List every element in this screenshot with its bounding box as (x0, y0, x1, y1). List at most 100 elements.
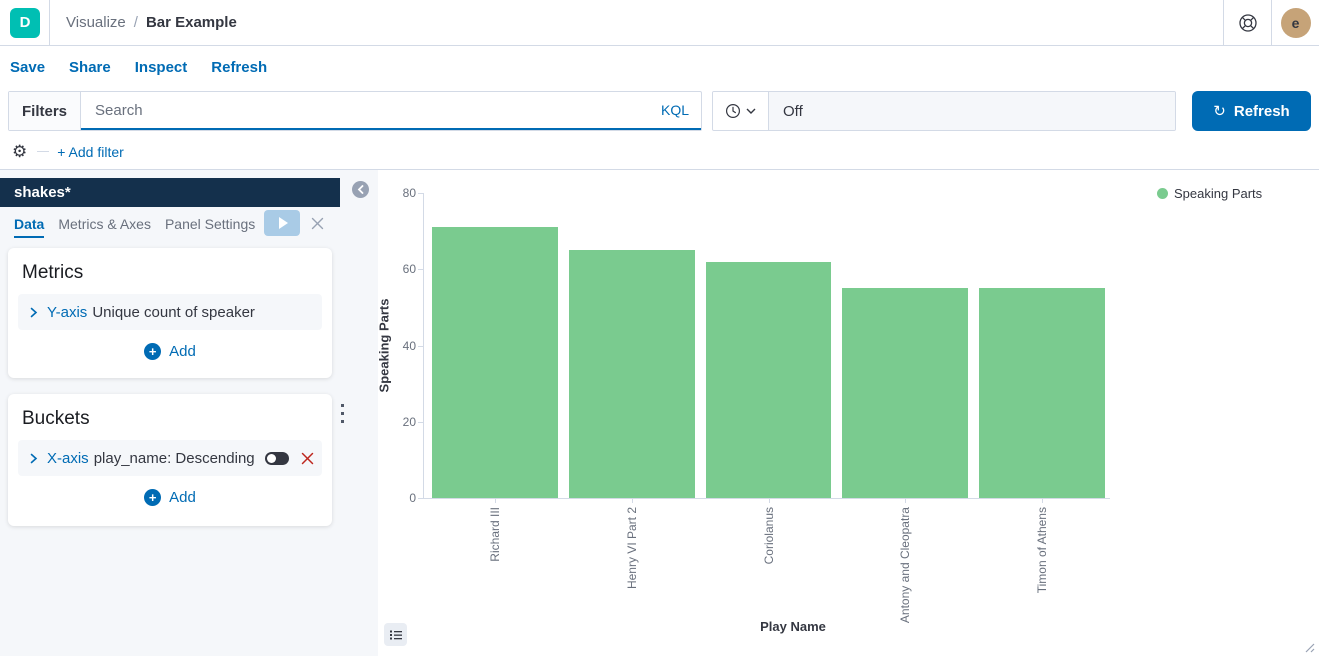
bar-slot (973, 193, 1110, 498)
index-pattern-header: shakes* (0, 178, 340, 207)
apply-changes-button[interactable] (264, 210, 300, 236)
tab-metrics-axes[interactable]: Metrics & Axes (58, 215, 151, 232)
play-icon (278, 217, 288, 229)
add-bucket-button[interactable]: + Add (8, 489, 332, 506)
add-metric-label: Add (169, 343, 196, 360)
bar-chart: Speaking Parts Speaking Parts 0 20 40 60 80 … (377, 170, 1319, 656)
x-tick-label: Henry VI Part 2 (624, 507, 639, 590)
x-tick-mark (768, 498, 770, 503)
bar-slot (837, 193, 974, 498)
legend-color-dot (1157, 188, 1168, 199)
x-tick-mark (1041, 498, 1043, 503)
filter-divider (37, 151, 50, 152)
breadcrumb-section[interactable]: Visualize (66, 14, 126, 31)
time-picker-quick-menu-button[interactable] (713, 92, 769, 130)
buckets-title: Buckets (22, 408, 90, 429)
x-tick-mark (631, 498, 633, 503)
resize-corner-icon[interactable] (1302, 640, 1316, 654)
y-tick-label: 20 (402, 414, 416, 429)
bar-Coriolanus[interactable] (705, 261, 832, 498)
filter-bar: ⚙ + Add filter (0, 134, 1319, 170)
add-bucket-label: Add (169, 489, 196, 506)
refresh-icon: ↻ (1213, 102, 1226, 120)
clock-icon (725, 103, 741, 119)
gear-icon[interactable]: ⚙ (12, 141, 28, 162)
breadcrumb: Visualize / Bar Example (66, 14, 237, 31)
bar-slot (700, 193, 837, 498)
x-axis-title: Play Name (760, 619, 826, 634)
metric-axis-label: Y-axis (47, 303, 88, 321)
metric-row-y-axis[interactable]: Y-axis Unique count of speaker (18, 294, 322, 330)
enable-toggle[interactable] (265, 451, 289, 465)
search-input-wrap: KQL (81, 92, 701, 130)
editor-tabs: Data Metrics & Axes Panel Settings (0, 207, 340, 239)
bar-Richard III[interactable] (432, 227, 559, 498)
kql-switch[interactable]: KQL (660, 102, 689, 118)
breadcrumb-separator: / (133, 14, 138, 31)
plus-icon: + (144, 343, 162, 360)
bucket-description: play_name: Descending (93, 449, 255, 467)
bar-Timon of Athens[interactable] (978, 288, 1105, 498)
header-right: e (1223, 0, 1319, 46)
chevron-left-icon (357, 185, 363, 194)
search-group: Filters KQL (8, 91, 702, 131)
save-button[interactable]: Save (10, 58, 46, 76)
user-menu[interactable]: e (1271, 0, 1319, 46)
bar-slot (427, 193, 564, 498)
filters-toggle-button[interactable]: Filters (9, 92, 82, 130)
chevron-right-icon (30, 453, 38, 463)
tab-panel-settings[interactable]: Panel Settings (164, 215, 256, 232)
y-axis-line (423, 193, 424, 498)
list-icon (389, 630, 402, 639)
tab-data[interactable]: Data (14, 209, 44, 238)
help-button[interactable] (1223, 0, 1271, 46)
x-tick-label: Coriolanus (761, 507, 776, 565)
add-metric-button[interactable]: + Add (8, 343, 332, 360)
add-filter-button[interactable]: + Add filter (57, 143, 124, 160)
metrics-title: Metrics (22, 262, 84, 283)
y-tick-label: 40 (402, 338, 416, 353)
refresh-link[interactable]: Refresh (211, 58, 268, 76)
buckets-card: Buckets X-axis play_name: Descending + A… (8, 394, 332, 526)
discard-changes-button[interactable] (300, 210, 334, 236)
app-logo[interactable]: D (10, 7, 40, 38)
share-button[interactable]: Share (69, 58, 111, 76)
time-picker: Off (712, 91, 1176, 131)
avatar: e (1280, 7, 1311, 38)
y-tick-mark (418, 269, 423, 271)
collapse-sidebar-button[interactable] (352, 181, 369, 198)
search-input[interactable] (81, 101, 649, 119)
chevron-down-icon (746, 108, 756, 114)
plot-area (427, 193, 1110, 498)
x-tick-label: Richard III (488, 507, 503, 562)
remove-bucket-icon[interactable] (301, 452, 314, 465)
x-tick-mark (495, 498, 497, 503)
close-icon (311, 217, 323, 229)
vis-editor-sidebar: shakes* Data Metrics & Axes Panel Settin… (0, 170, 378, 656)
toggle-knob (267, 453, 276, 463)
legend-series-label: Speaking Parts (1174, 186, 1263, 201)
metric-description: Unique count of speaker (92, 303, 255, 321)
bar-Henry VI Part 2[interactable] (569, 250, 695, 498)
x-tick-label: Antony and Cleopatra (898, 507, 913, 624)
bar-Antony and Cleopatra[interactable] (842, 288, 968, 498)
legend-toggle-button[interactable] (384, 623, 407, 646)
chart-legend[interactable]: Speaking Parts (1157, 186, 1262, 201)
x-tick-label: Timon of Athens (1034, 507, 1049, 594)
sidebar-resize-handle[interactable] (341, 404, 344, 423)
breadcrumb-current: Bar Example (145, 14, 237, 31)
bucket-row-x-axis[interactable]: X-axis play_name: Descending (18, 440, 322, 476)
y-tick-mark (418, 421, 423, 423)
time-range-value[interactable]: Off (769, 92, 1175, 130)
x-tick-mark (905, 498, 907, 503)
bucket-axis-label: X-axis (47, 449, 89, 467)
query-bar: Filters KQL Off ↻ Refresh (0, 88, 1319, 134)
query-refresh-button[interactable]: ↻ Refresh (1192, 91, 1311, 131)
refresh-button-label: Refresh (1233, 102, 1290, 120)
y-tick-mark (418, 345, 423, 347)
y-tick-mark (418, 498, 423, 499)
chevron-right-icon (30, 307, 38, 317)
inspect-button[interactable]: Inspect (134, 58, 188, 76)
header-divider (49, 0, 50, 46)
